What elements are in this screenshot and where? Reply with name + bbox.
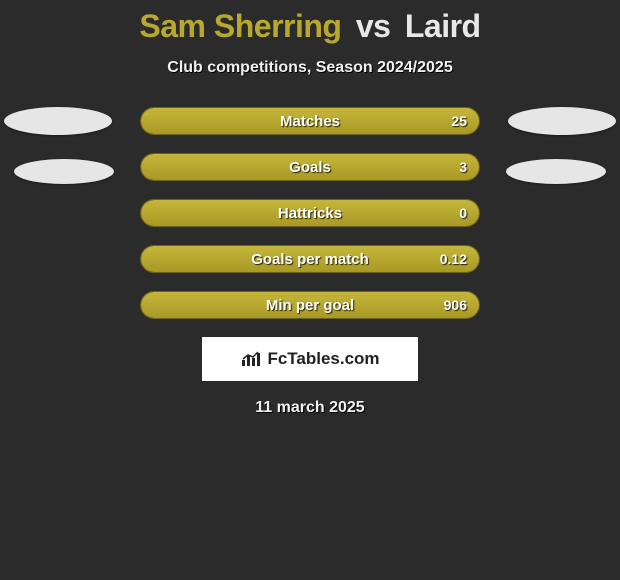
stat-label: Hattricks xyxy=(141,200,479,226)
stat-value: 0.12 xyxy=(440,246,467,272)
stat-row-min-per-goal: Min per goal 906 xyxy=(140,291,480,319)
player2-avatar-placeholder-row1 xyxy=(508,107,616,135)
stat-row-goals-per-match: Goals per match 0.12 xyxy=(140,245,480,273)
player1-avatar-placeholder-row1 xyxy=(4,107,112,135)
stat-label: Goals per match xyxy=(141,246,479,272)
stat-label: Goals xyxy=(141,154,479,180)
stat-value: 25 xyxy=(451,108,467,134)
stat-label: Min per goal xyxy=(141,292,479,318)
bar-chart-icon xyxy=(240,350,262,368)
player1-avatar-placeholder-row2 xyxy=(14,159,114,184)
comparison-title: Sam Sherring vs Laird xyxy=(0,0,620,45)
stat-row-hattricks: Hattricks 0 xyxy=(140,199,480,227)
stat-value: 3 xyxy=(459,154,467,180)
stat-value: 0 xyxy=(459,200,467,226)
player2-name: Laird xyxy=(405,8,481,44)
stat-row-goals: Goals 3 xyxy=(140,153,480,181)
brand-box: FcTables.com xyxy=(202,337,418,381)
stat-bars: Matches 25 Goals 3 Hattricks 0 Goals per… xyxy=(140,107,480,319)
stat-value: 906 xyxy=(444,292,467,318)
brand-text: FcTables.com xyxy=(267,349,379,369)
stats-area: Matches 25 Goals 3 Hattricks 0 Goals per… xyxy=(0,107,620,319)
player1-name: Sam Sherring xyxy=(139,8,341,44)
stat-row-matches: Matches 25 xyxy=(140,107,480,135)
stat-label: Matches xyxy=(141,108,479,134)
vs-separator: vs xyxy=(356,8,391,44)
player2-avatar-placeholder-row2 xyxy=(506,159,606,184)
date-text: 11 march 2025 xyxy=(0,399,620,417)
competition-subtitle: Club competitions, Season 2024/2025 xyxy=(0,59,620,77)
